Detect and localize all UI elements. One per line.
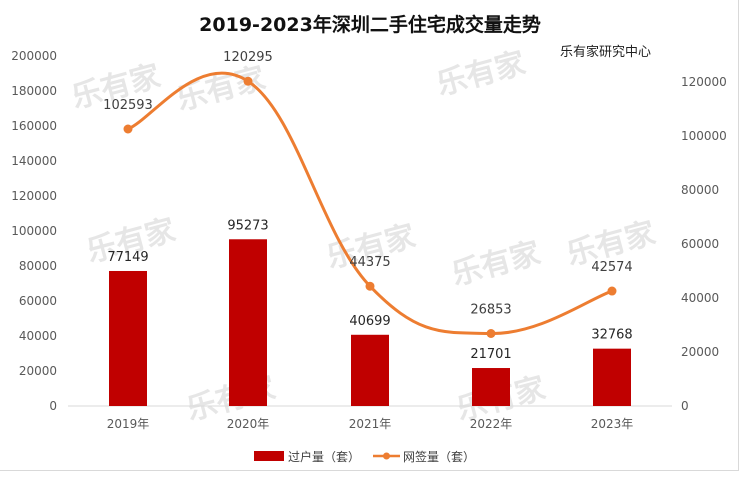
legend-swatch-bar [254, 451, 284, 461]
y-right-tick-label: 100000 [681, 129, 727, 143]
y-right-tick-label: 40000 [681, 291, 719, 305]
x-tick-label: 2021年 [349, 417, 392, 431]
bar-data-label: 95273 [227, 218, 268, 233]
x-tick-label: 2022年 [470, 417, 513, 431]
legend: 过户量（套） 网签量（套） [254, 449, 475, 464]
bar-series: 77149 95273 40699 21701 32768 [107, 218, 633, 406]
legend-label-line: 网签量（套） [403, 449, 475, 464]
line-marker [365, 281, 375, 291]
line-marker [607, 286, 617, 296]
bar-data-label: 21701 [470, 347, 511, 362]
y-left-tick-label: 40000 [19, 329, 57, 343]
line-data-label: 44375 [349, 255, 390, 270]
y-left-tick-label: 160000 [11, 119, 57, 133]
bar-data-label: 77149 [107, 250, 148, 265]
bar [229, 239, 267, 406]
y-left-tick-label: 200000 [11, 49, 57, 63]
y-left-tick-label: 80000 [19, 259, 57, 273]
bar [351, 334, 389, 406]
y-left-tick-label: 120000 [11, 189, 57, 203]
line-data-label: 120295 [223, 50, 273, 65]
y-right-tick-label: 60000 [681, 237, 719, 251]
y-right-tick-label: 0 [681, 399, 689, 413]
legend-label-bar: 过户量（套） [288, 449, 360, 464]
bar [593, 348, 631, 406]
line-data-label: 102593 [103, 98, 153, 113]
line-marker [123, 124, 133, 134]
line-marker [486, 328, 496, 338]
x-tick-label: 2023年 [591, 417, 634, 431]
legend-swatch-marker [383, 452, 390, 460]
bar [472, 368, 510, 406]
y-right-tick-label: 80000 [681, 183, 719, 197]
x-axis: 2019年 2020年 2021年 2022年 2023年 [107, 417, 634, 431]
bar-data-label: 40699 [349, 314, 390, 329]
y-left-tick-label: 20000 [19, 364, 57, 378]
y-right-tick-label: 120000 [681, 75, 727, 89]
y-right-tick-label: 20000 [681, 345, 719, 359]
line-data-label: 26853 [470, 302, 511, 317]
y-left-tick-label: 0 [49, 399, 57, 413]
line-data-label: 42574 [591, 260, 632, 275]
y-left-tick-label: 140000 [11, 154, 57, 168]
y-axis-left: 0 20000 40000 60000 80000 100000 120000 140000 1… [11, 49, 57, 413]
y-axis-right: 0 20000 40000 60000 80000 100000 120000 [681, 75, 727, 413]
y-left-tick-label: 100000 [11, 224, 57, 238]
bar [109, 270, 147, 406]
bar-data-label: 32768 [591, 328, 632, 343]
chart-subtitle: 乐有家研究中心 [560, 44, 651, 60]
x-tick-label: 2019年 [107, 417, 150, 431]
line-marker [243, 76, 253, 86]
y-left-tick-label: 60000 [19, 294, 57, 308]
line-path [127, 71, 613, 335]
chart-title: 2019-2023年深圳二手住宅成交量走势 [199, 13, 541, 36]
x-tick-label: 2020年 [227, 417, 270, 431]
line-series: 102593 120295 44375 26853 42574 [103, 50, 633, 338]
y-left-tick-label: 180000 [11, 84, 57, 98]
